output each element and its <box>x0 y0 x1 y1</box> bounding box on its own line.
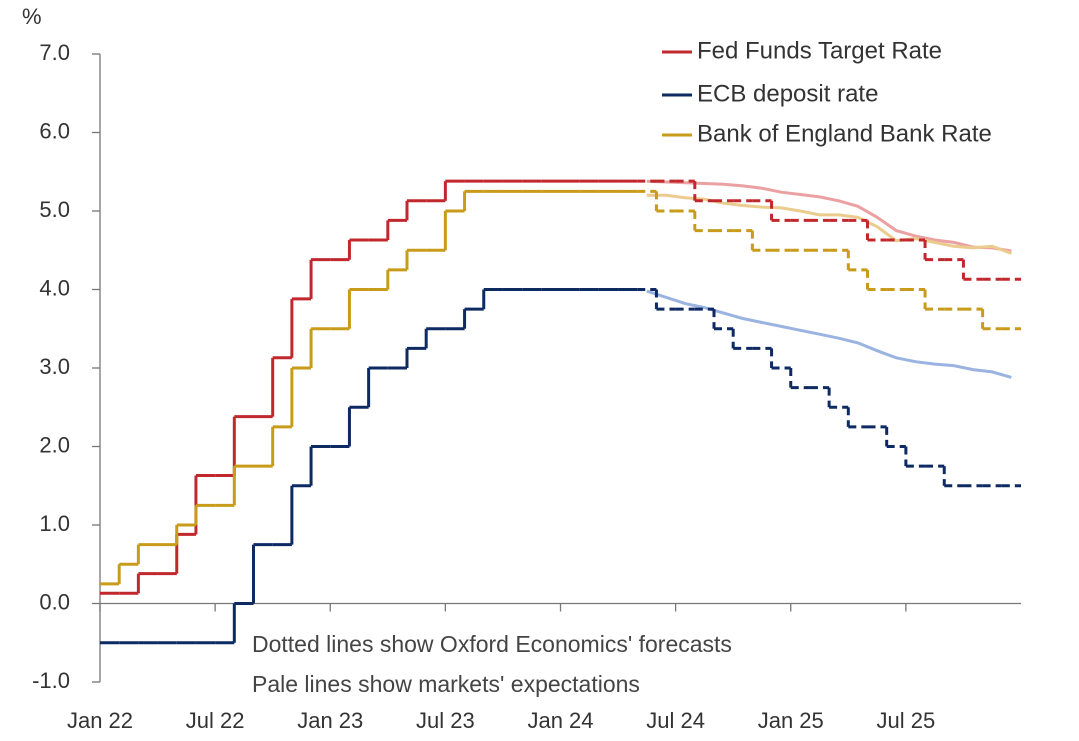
legend-label: ECB deposit rate <box>697 80 878 107</box>
market-line <box>646 193 1012 255</box>
y-tick-label: 0.0 <box>39 589 70 614</box>
legend-label: Fed Funds Target Rate <box>697 37 942 64</box>
y-tick-label: 1.0 <box>39 511 70 536</box>
market-line <box>646 289 1012 379</box>
y-tick-label: 3.0 <box>39 354 70 379</box>
x-tick-label: Jul 23 <box>416 708 475 733</box>
x-tick-label: Jan 25 <box>758 708 824 733</box>
market-line <box>646 179 1012 253</box>
y-tick-label: -1.0 <box>32 668 70 693</box>
annotation: Dotted lines show Oxford Economics' fore… <box>252 631 732 657</box>
y-tick-label: 6.0 <box>39 118 70 143</box>
x-tick-label: Jan 23 <box>297 708 363 733</box>
x-tick-label: Jul 24 <box>646 708 705 733</box>
annotation: Pale lines show markets' expectations <box>252 671 640 697</box>
x-tick-label: Jan 24 <box>527 708 593 733</box>
y-tick-label: 7.0 <box>39 40 70 65</box>
y-tick-label: 4.0 <box>39 275 70 300</box>
x-tick-label: Jan 22 <box>67 708 133 733</box>
y-unit-label: % <box>22 4 42 29</box>
x-tick-label: Jul 25 <box>877 708 936 733</box>
x-tick-label: Jul 22 <box>186 708 245 733</box>
y-tick-label: 5.0 <box>39 197 70 222</box>
legend-label: Bank of England Bank Rate <box>697 120 992 147</box>
y-tick-label: 2.0 <box>39 432 70 457</box>
